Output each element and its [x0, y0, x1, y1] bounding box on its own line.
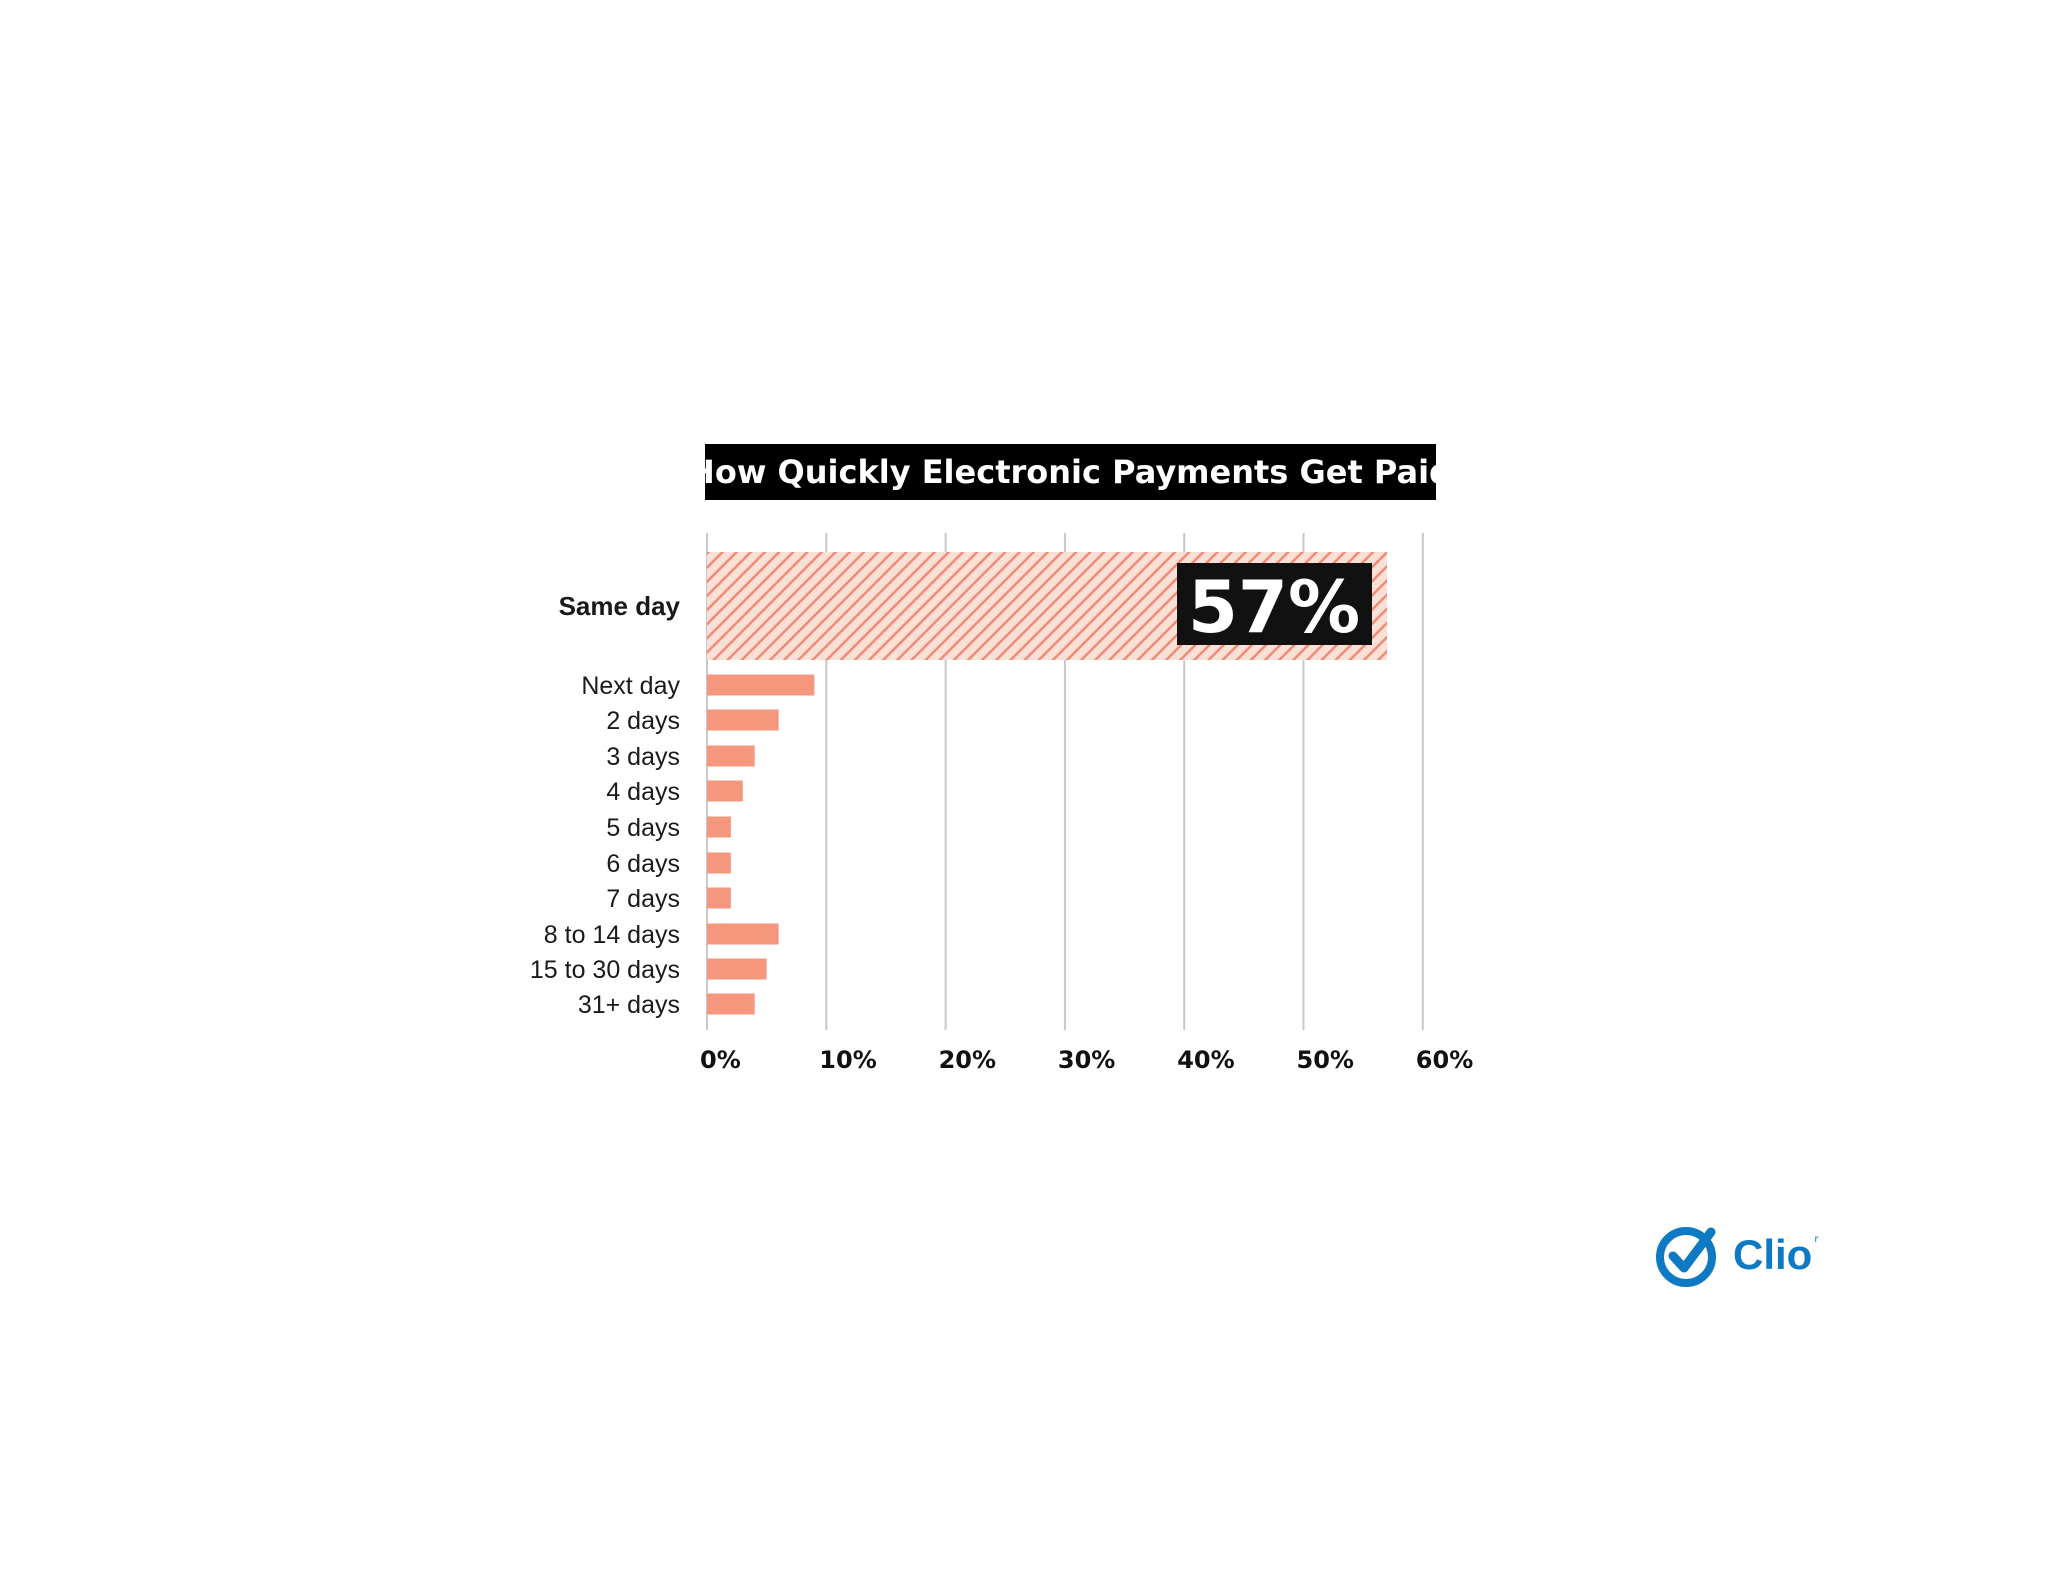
- category-label: 3 days: [606, 743, 680, 771]
- chart-title-text: How Quickly Electronic Payments Get Paid: [688, 453, 1452, 491]
- category-label: 6 days: [606, 850, 680, 878]
- x-tick-label: 40%: [1177, 1046, 1234, 1074]
- bar: [707, 923, 779, 945]
- bar: [707, 745, 755, 767]
- callout-box: [1177, 563, 1372, 645]
- clio-logo: Clio r: [1655, 1220, 1818, 1290]
- bar: [707, 709, 779, 731]
- category-label: Same day: [559, 591, 681, 621]
- bar: [707, 780, 743, 802]
- category-label: 31+ days: [578, 991, 680, 1019]
- category-label: 4 days: [606, 778, 680, 806]
- x-tick-labels: 0% 10% 20% 30% 40% 50% 60%: [700, 1046, 1473, 1074]
- x-tick-label: 20%: [939, 1046, 996, 1074]
- checkmark-circle-icon: [1656, 1227, 1716, 1287]
- highlight-callout: 57%: [1177, 563, 1372, 649]
- bar: [707, 674, 815, 696]
- bar: [707, 816, 731, 838]
- category-label: 5 days: [606, 814, 680, 842]
- x-tick-label: 30%: [1058, 1046, 1115, 1074]
- x-tick-label: 10%: [819, 1046, 876, 1074]
- x-tick-label: 0%: [700, 1046, 741, 1074]
- category-labels: Same day Next day 2 days 3 days 4 days 5 days…: [530, 591, 681, 1019]
- bar: [707, 958, 767, 980]
- category-label: 8 to 14 days: [544, 921, 680, 949]
- category-label: Next day: [581, 672, 680, 700]
- logo-wordmark: Clio: [1733, 1231, 1813, 1278]
- bar: [707, 993, 755, 1015]
- bar: [707, 852, 731, 874]
- callout-value: 57%: [1188, 565, 1360, 649]
- registered-mark: r: [1814, 1234, 1819, 1245]
- x-tick-label: 60%: [1416, 1046, 1473, 1074]
- chart-title-background: [705, 444, 1436, 500]
- category-label: 2 days: [606, 707, 680, 735]
- chart-title: How Quickly Electronic Payments Get Paid: [688, 444, 1452, 500]
- category-label: 15 to 30 days: [530, 956, 680, 984]
- x-tick-label: 50%: [1297, 1046, 1354, 1074]
- category-label: 7 days: [606, 885, 680, 913]
- bar: [707, 887, 731, 909]
